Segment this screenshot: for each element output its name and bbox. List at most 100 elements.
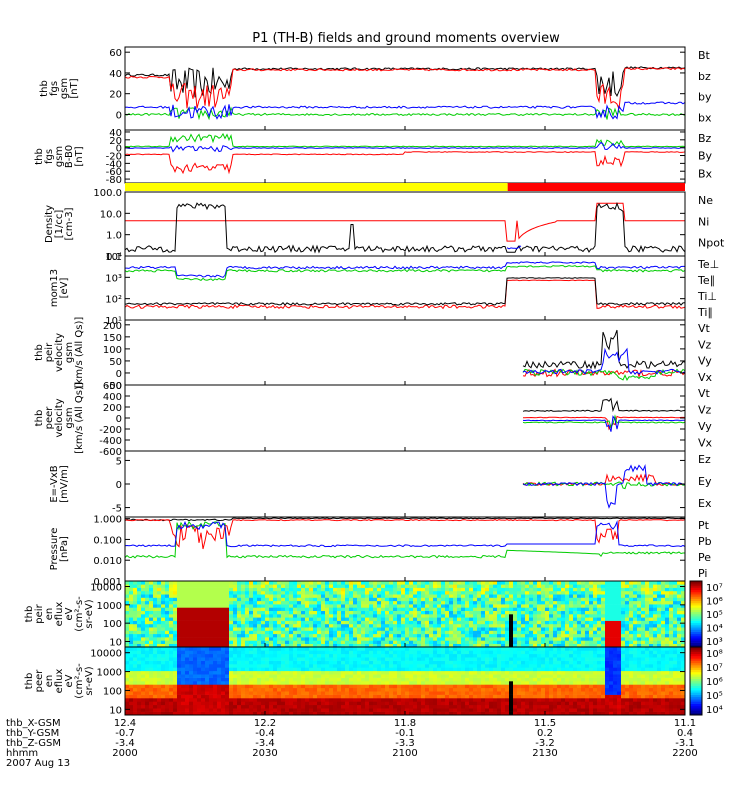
spec-cell <box>509 600 514 605</box>
spec-cell <box>269 604 274 608</box>
spec-cell <box>373 633 378 638</box>
spec-cell <box>337 691 342 695</box>
spec-cell <box>357 604 362 608</box>
spec-cell <box>413 708 418 712</box>
spec-cell <box>321 711 326 716</box>
spec-cell <box>661 637 666 641</box>
spec-cell <box>221 584 226 588</box>
spec-cell <box>229 620 234 625</box>
spec-cell <box>365 684 370 689</box>
spec-cell <box>317 610 322 615</box>
spec-cell <box>621 607 626 611</box>
spec-cell <box>609 590 614 595</box>
spec-cell <box>425 633 430 638</box>
spec-cell <box>293 604 298 608</box>
spec-cell <box>405 600 410 605</box>
spec-cell <box>417 657 422 661</box>
spec-cell <box>141 708 146 712</box>
spec-cell <box>457 650 462 655</box>
spec-cell <box>313 604 318 608</box>
spec-cell <box>373 677 378 682</box>
spec-cell <box>157 627 162 631</box>
spec-cell <box>457 640 462 644</box>
spec-cell <box>553 590 558 595</box>
spec-cell <box>477 604 482 608</box>
spec-cell <box>245 643 250 648</box>
spec-cell <box>241 594 246 598</box>
spec-cell <box>269 684 274 689</box>
spec-cell <box>577 637 582 641</box>
spec-cell <box>297 681 302 685</box>
spec-cell <box>465 594 470 598</box>
spec-cell <box>329 630 334 635</box>
spec-cell <box>677 637 682 641</box>
spec-cell <box>469 620 474 625</box>
spec-cell <box>337 657 342 661</box>
spec-cell <box>365 617 370 621</box>
spec-cell <box>157 647 162 651</box>
spec-cell <box>349 581 354 585</box>
spec-cell <box>273 647 278 651</box>
spec-cell <box>281 620 286 625</box>
spec-cell <box>497 584 502 588</box>
spec-cell <box>241 674 246 678</box>
spec-cell <box>493 607 498 611</box>
spec-cell <box>429 584 434 588</box>
spec-cell <box>293 630 298 635</box>
spec-cell <box>185 708 190 712</box>
spec-cell <box>433 694 438 699</box>
spec-cell <box>449 607 454 611</box>
spec-cell <box>353 584 358 588</box>
spec-cell <box>501 594 506 598</box>
spec-cell <box>201 670 206 675</box>
spec-cell <box>373 708 378 712</box>
spec-cell <box>461 597 466 602</box>
spec-cell <box>481 667 486 672</box>
spec-cell <box>577 614 582 618</box>
spec-cell <box>261 581 266 585</box>
spec-cell <box>233 687 238 692</box>
spec-cell <box>441 681 446 685</box>
spec-cell <box>561 600 566 605</box>
spec-cell <box>373 647 378 651</box>
spec-cell <box>361 694 366 699</box>
spec-cell <box>329 640 334 644</box>
spec-cell <box>261 607 266 611</box>
spec-cell <box>561 633 566 638</box>
spec-cell <box>341 674 346 678</box>
spec-cell <box>373 627 378 631</box>
colorbar-step <box>690 640 702 643</box>
spec-cell <box>385 704 390 709</box>
spec-cell <box>553 610 558 615</box>
spec-cell <box>141 660 146 665</box>
spec-cell <box>429 701 434 706</box>
spec-cell <box>197 633 202 638</box>
spec-cell <box>417 637 422 641</box>
spec-cell <box>681 643 686 648</box>
spec-cell <box>497 594 502 598</box>
spec-cell <box>533 584 538 588</box>
spec-cell <box>185 684 190 689</box>
spec-cell <box>273 657 278 661</box>
spec-cell <box>429 617 434 621</box>
spec-cell <box>165 677 170 682</box>
spec-cell <box>313 687 318 692</box>
y-axis-label: fgs <box>44 149 55 164</box>
spec-cell <box>545 594 550 598</box>
spec-cell <box>161 623 166 628</box>
spec-cell <box>377 684 382 689</box>
spec-cell <box>397 708 402 712</box>
spec-cell <box>189 674 194 678</box>
spec-cell <box>181 597 186 602</box>
spec-cell <box>417 670 422 675</box>
spec-cell <box>301 687 306 692</box>
spec-cell <box>237 687 242 692</box>
spec-cell <box>129 600 134 605</box>
spec-cell <box>345 653 350 658</box>
spec-cell <box>529 590 534 595</box>
spec-cell <box>261 640 266 644</box>
spec-cell <box>493 674 498 678</box>
spec-cell <box>269 617 274 621</box>
spec-cell <box>197 701 202 706</box>
spec-cell <box>345 594 350 598</box>
